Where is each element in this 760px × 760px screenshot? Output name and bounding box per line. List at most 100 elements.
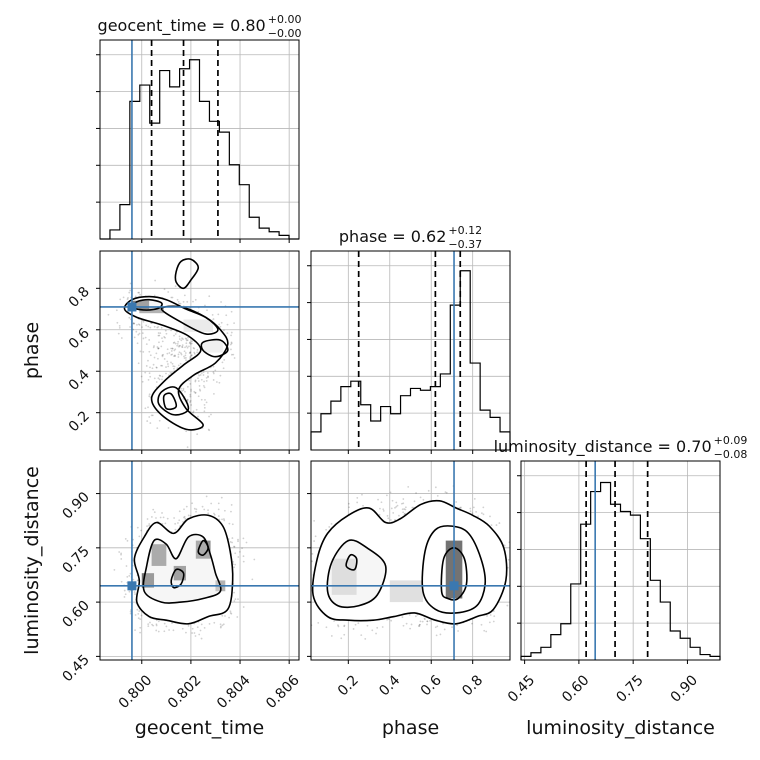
sample-point — [176, 344, 179, 347]
sample-point — [357, 622, 360, 625]
sample-point — [139, 631, 142, 634]
sample-point — [170, 361, 172, 364]
sample-point — [196, 626, 199, 629]
sample-point — [490, 524, 493, 527]
sample-point — [489, 614, 492, 616]
sample-point — [170, 296, 173, 299]
y-axis-label-luminosity_distance: luminosity_distance — [21, 466, 43, 655]
sample-point — [161, 340, 164, 343]
sample-point — [213, 621, 216, 624]
sample-point — [174, 285, 177, 288]
sample-point — [144, 407, 147, 410]
sample-point — [134, 614, 137, 616]
sample-point — [220, 301, 222, 303]
sample-point — [165, 625, 168, 628]
sample-point — [230, 342, 233, 345]
sample-point — [145, 343, 148, 346]
sample-point — [161, 375, 164, 378]
sample-point — [202, 385, 205, 387]
sample-point — [173, 349, 176, 352]
sample-point — [415, 492, 417, 494]
sample-point — [207, 375, 209, 378]
sample-point — [414, 615, 417, 618]
sample-point — [396, 504, 399, 507]
histogram-line — [520, 481, 721, 660]
sample-point — [180, 352, 182, 355]
sample-point — [149, 366, 151, 369]
sample-point — [188, 352, 191, 355]
sample-point — [120, 580, 123, 583]
sample-point — [181, 627, 184, 630]
sample-point — [426, 620, 429, 623]
sample-point — [242, 560, 245, 563]
sample-point — [174, 354, 176, 357]
sample-point — [123, 589, 126, 592]
sample-point — [149, 422, 152, 424]
sample-point — [174, 333, 177, 335]
sample-point — [174, 528, 177, 531]
contour-line — [326, 539, 387, 609]
sample-point — [176, 342, 179, 345]
sample-point — [172, 629, 175, 632]
sample-point — [136, 579, 139, 582]
sample-point — [136, 526, 139, 529]
sample-point — [222, 367, 225, 370]
sample-point — [485, 630, 488, 633]
sample-point — [456, 624, 458, 627]
panel-frame — [310, 250, 511, 451]
sample-point — [181, 346, 184, 349]
sample-point — [181, 345, 183, 348]
sample-point — [185, 338, 188, 340]
sample-point — [146, 525, 148, 528]
sample-point — [193, 632, 196, 634]
sample-point — [234, 598, 237, 601]
sample-point — [140, 375, 143, 378]
sample-point — [197, 415, 199, 418]
sample-point — [148, 524, 151, 527]
sample-point — [507, 558, 510, 561]
sample-point — [472, 506, 475, 509]
contour-line — [197, 539, 209, 556]
sample-point — [186, 399, 189, 402]
sample-point — [192, 410, 195, 413]
sample-point — [313, 519, 316, 522]
sample-point — [185, 505, 188, 508]
sample-point — [402, 502, 405, 505]
sample-point — [173, 334, 175, 337]
sample-point — [120, 552, 123, 555]
sample-point — [163, 336, 166, 338]
sample-point — [145, 365, 148, 367]
sample-point — [311, 552, 314, 555]
sample-point — [138, 291, 141, 294]
sample-point — [124, 593, 127, 596]
sample-point — [176, 367, 179, 369]
sample-point — [506, 604, 509, 607]
sample-point — [179, 302, 182, 305]
sample-point — [242, 537, 245, 540]
sample-point — [123, 596, 126, 598]
y-tick-label: 0.8 — [66, 284, 93, 311]
sample-point — [231, 537, 234, 539]
sample-point — [217, 313, 220, 316]
panel-frame — [310, 460, 511, 661]
sample-point — [182, 300, 185, 303]
sample-point — [389, 491, 392, 494]
panel-title-text: luminosity_distance = 0.70 — [494, 437, 712, 457]
sample-point — [230, 353, 233, 356]
y-tick-label: 0.4 — [66, 367, 93, 394]
sample-point — [435, 634, 438, 637]
sample-point — [146, 518, 149, 520]
sample-point — [229, 343, 232, 346]
sample-point — [134, 593, 136, 595]
sample-point — [371, 629, 374, 632]
sample-point — [186, 385, 189, 388]
sample-point — [138, 332, 141, 335]
sample-point — [212, 365, 215, 368]
sample-point — [184, 346, 186, 349]
sample-point — [233, 591, 235, 594]
sample-point — [201, 505, 204, 508]
sample-point — [167, 427, 170, 429]
sample-point — [132, 322, 135, 325]
sample-point — [242, 606, 245, 608]
sample-point — [193, 351, 196, 354]
